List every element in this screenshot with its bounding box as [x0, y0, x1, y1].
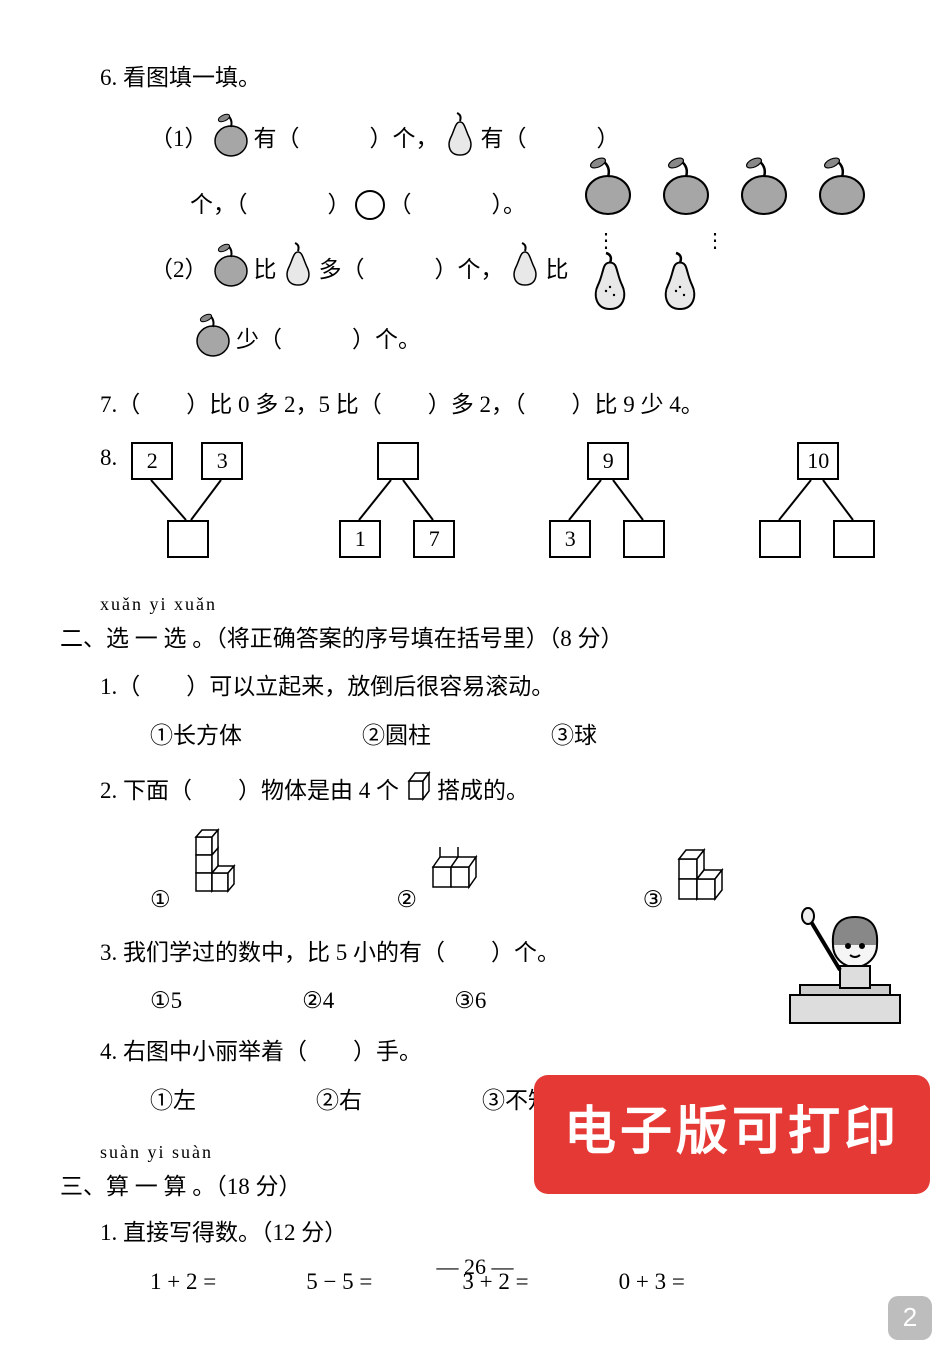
opt-1[interactable]: ①长方体: [150, 718, 242, 755]
pear-icon: [441, 111, 479, 169]
bond-box[interactable]: [833, 520, 875, 558]
sec2-q1: 1.（ ）可以立起来，放倒后很容易滚动。: [100, 669, 910, 706]
pear-icon: [506, 241, 544, 299]
apple-icon: [736, 155, 792, 227]
sec2-title: 二、选 一 选 。（将正确答案的序号填在括号里）（8 分）: [60, 621, 910, 658]
bond-box[interactable]: [623, 520, 665, 558]
opt-2[interactable]: ②右: [316, 1083, 362, 1120]
number-bonds: 2 3 1 7 9 3 10: [121, 442, 891, 562]
text: ）个，: [435, 252, 504, 289]
compare-circle-blank[interactable]: [355, 190, 385, 220]
text: 搭成的。: [437, 773, 529, 810]
pear-icon: [656, 251, 704, 325]
sec2-q1-opts: ①长方体 ②圆柱 ③球: [150, 718, 910, 755]
opt-3[interactable]: ③: [643, 847, 749, 919]
q7: 7.（ ）比 0 多 2，5 比（ ）多 2，（ ）比 9 少 4。: [100, 387, 910, 424]
text: 2. 下面（ ）物体是由 4 个: [100, 773, 399, 810]
page-footer: — 26 —: [0, 1249, 950, 1284]
ellipsis-dots: ⋮ ⋮: [596, 237, 920, 245]
text: ）个。: [352, 322, 421, 359]
apple-icon: [210, 241, 252, 299]
girl-illustration: [780, 900, 910, 1042]
worksheet-page: 6. 看图填一填。 （1） 有（ ）个， 有（ ） 个，（ ） （ ）。 （2）…: [0, 0, 950, 1354]
cube-fig-1: [176, 827, 256, 907]
opt-label: ①: [150, 887, 171, 912]
opt-label: ②: [396, 887, 417, 912]
pear-icon: [586, 251, 634, 325]
text: （1）: [150, 121, 208, 158]
bond-box[interactable]: 3: [549, 520, 591, 558]
cube-fig-2: [423, 847, 503, 907]
text: 比: [254, 252, 277, 289]
watermark-banner: 电子版可打印: [534, 1075, 930, 1194]
number-bond: 9 3: [541, 442, 681, 562]
number-bond: 1 7: [331, 442, 471, 562]
cube-icon: [401, 769, 435, 815]
number-bond: 2 3: [121, 442, 261, 562]
opt-1[interactable]: ①5: [150, 983, 182, 1020]
bond-box[interactable]: 7: [413, 520, 455, 558]
opt-3[interactable]: ③球: [551, 718, 597, 755]
cube-fig-3: [669, 847, 749, 907]
text: 多（: [319, 252, 365, 289]
q8: 8. 2 3 1 7 9 3 10: [100, 436, 910, 572]
page-badge: 2: [888, 1296, 932, 1340]
sec2-pinyin: xuǎn yi xuǎn: [100, 590, 910, 619]
apple-icon: [580, 155, 636, 227]
text: 个，（: [190, 187, 248, 224]
bond-box[interactable]: 1: [339, 520, 381, 558]
pear-icon: [279, 241, 317, 299]
apple-icon: [210, 111, 252, 169]
opt-2[interactable]: ②4: [302, 983, 334, 1020]
apple-icon: [814, 155, 870, 227]
opt-3[interactable]: ③6: [454, 983, 486, 1020]
text: 比: [546, 252, 569, 289]
text: ）个，: [370, 121, 439, 158]
bond-box[interactable]: [759, 520, 801, 558]
sec3-q1: 1. 直接写得数。（12 分）: [100, 1215, 910, 1252]
text: ）。: [492, 187, 527, 224]
text: （: [389, 187, 412, 224]
text: 少（: [236, 322, 282, 359]
text: ）: [328, 187, 351, 224]
bond-box[interactable]: [167, 520, 209, 558]
q6-fruit-diagram: ⋮ ⋮: [580, 155, 920, 325]
opt-1[interactable]: ①: [150, 827, 256, 919]
apple-icon: [658, 155, 714, 227]
sec2-q2: 2. 下面（ ）物体是由 4 个 搭成的。: [100, 769, 910, 815]
text: ）: [597, 121, 620, 158]
q8-label: 8.: [100, 440, 117, 477]
opt-1[interactable]: ①左: [150, 1083, 196, 1120]
text: 有（: [481, 121, 527, 158]
opt-2[interactable]: ②圆柱: [362, 718, 431, 755]
opt-label: ③: [643, 887, 664, 912]
text: 有（: [254, 121, 300, 158]
apple-icon: [192, 311, 234, 369]
number-bond: 10: [751, 442, 891, 562]
q6-title: 6. 看图填一填。: [100, 60, 910, 97]
text: （2）: [150, 252, 208, 289]
opt-2[interactable]: ②: [396, 847, 502, 919]
